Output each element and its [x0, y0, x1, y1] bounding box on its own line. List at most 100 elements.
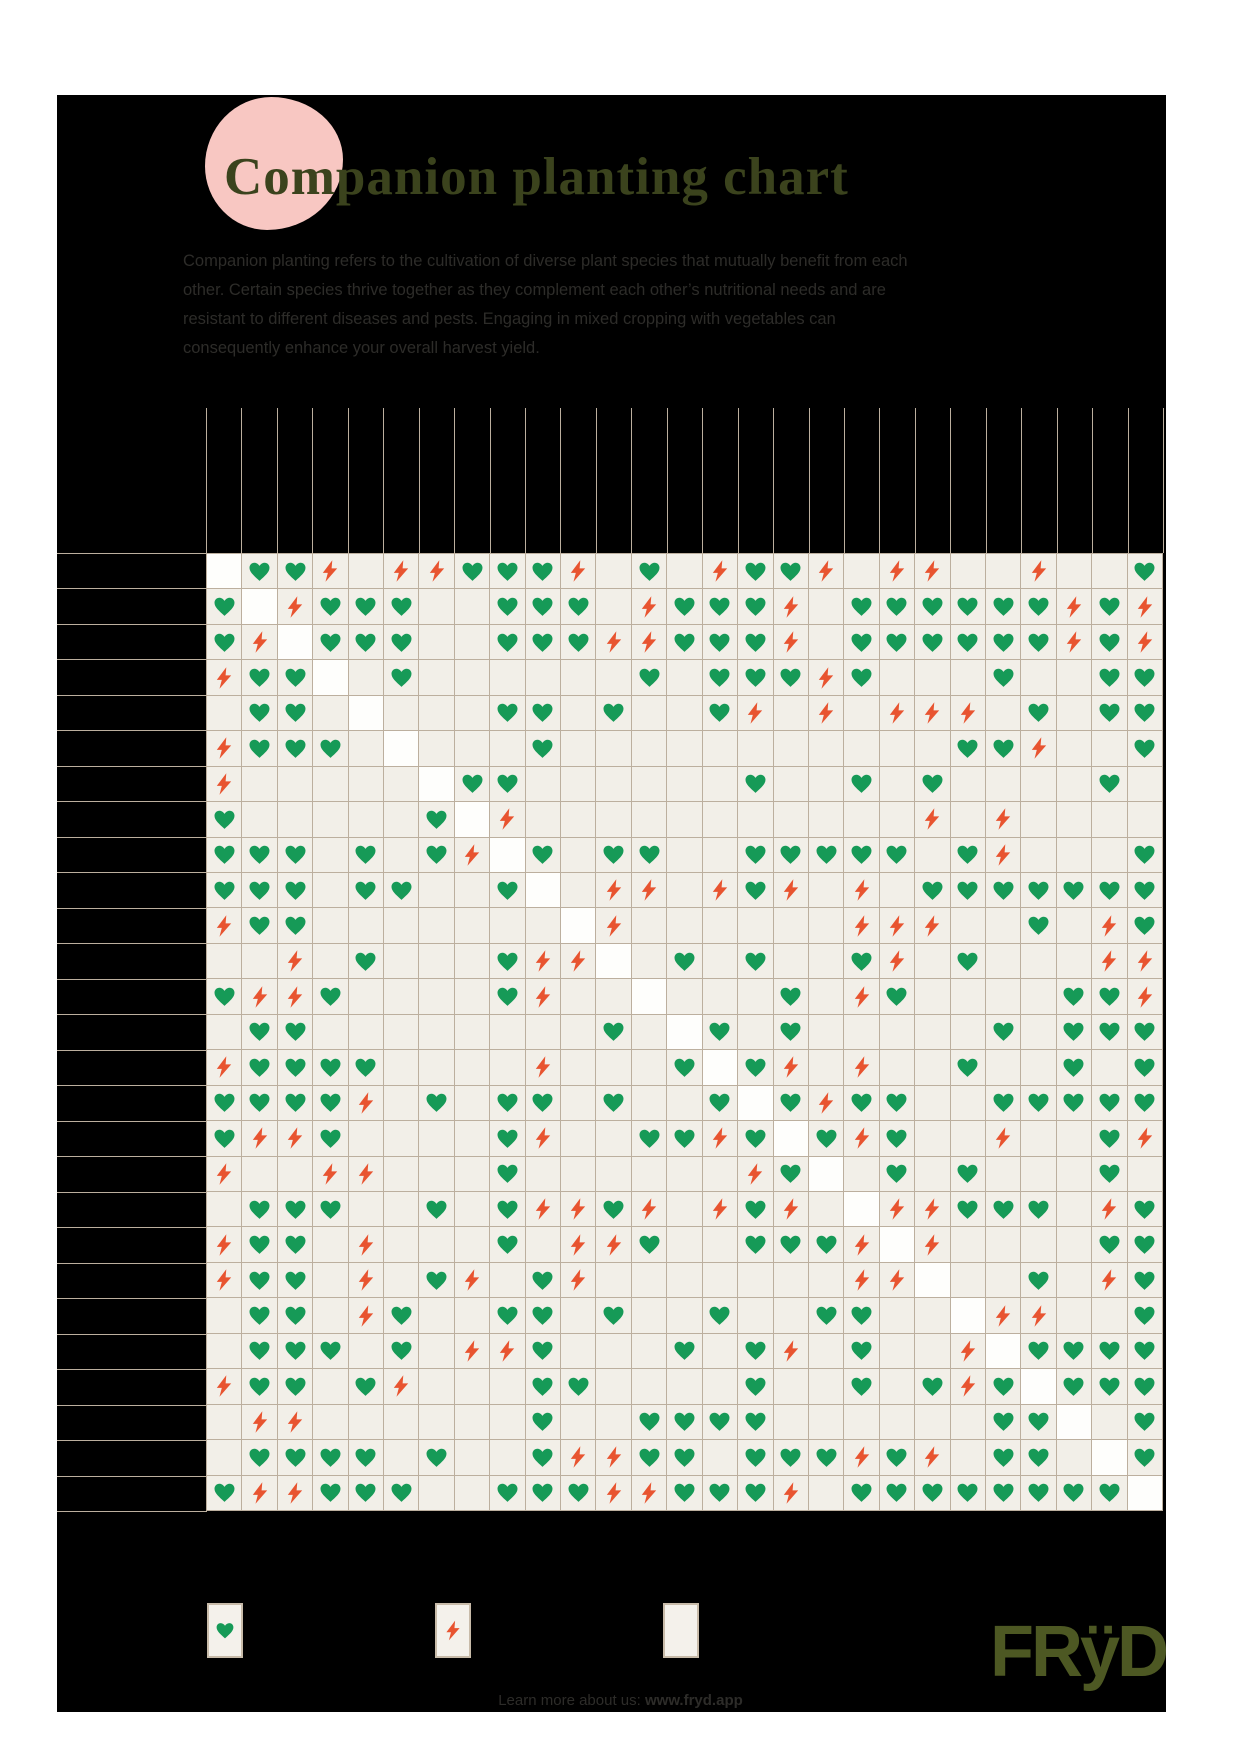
grid-cell [1127, 1404, 1162, 1440]
grid-cell [454, 660, 490, 695]
grid-cell [596, 731, 631, 766]
grid-cell [277, 1191, 313, 1227]
grid-cell [1092, 943, 1127, 979]
grid-cell [596, 1298, 631, 1333]
heart-icon [706, 630, 733, 655]
heart-icon [352, 842, 379, 867]
grid-cell [454, 766, 490, 802]
grid-cell [277, 837, 313, 872]
grid-cell [844, 1262, 879, 1298]
column-divider-line [985, 408, 987, 553]
heart-icon [246, 1055, 273, 1080]
grid-cell [277, 1440, 313, 1475]
heart-icon [494, 700, 521, 725]
grid-cell [596, 554, 631, 589]
grid-cell [242, 1085, 277, 1121]
grid-cell [1127, 660, 1162, 695]
grid-cell [1056, 554, 1092, 589]
grid-cell [667, 908, 702, 943]
grid-cell [950, 766, 985, 802]
heart-icon [388, 630, 415, 655]
grid-cell [879, 872, 915, 908]
grid-cell [1021, 1440, 1056, 1475]
grid-cell [667, 837, 702, 872]
heart-icon [1131, 1268, 1158, 1293]
bolt-icon [708, 556, 732, 586]
grid-cell [950, 695, 985, 731]
grid-cell [242, 695, 277, 731]
grid-cell [454, 1156, 490, 1191]
heart-icon [848, 949, 875, 974]
bolt-icon [212, 1230, 236, 1260]
grid-cell [384, 837, 419, 872]
bolt-icon [283, 1407, 307, 1437]
heart-icon [214, 1620, 236, 1641]
grid-cell [1056, 802, 1092, 837]
grid-cell [773, 1404, 808, 1440]
footer-text: Learn more about us: www.fryd.app [0, 1692, 1241, 1709]
grid-cell [454, 695, 490, 731]
grid-cell [348, 1121, 384, 1156]
heart-icon [742, 1445, 769, 1470]
heart-icon [990, 665, 1017, 690]
grid-cell [1021, 589, 1056, 624]
row-divider-line [57, 1298, 207, 1300]
grid-cell [1092, 1404, 1127, 1440]
grid-cell [702, 1262, 738, 1298]
heart-icon [1096, 1161, 1123, 1186]
grid-cell [596, 802, 631, 837]
grid-cell [631, 1369, 667, 1404]
legend-good-box [207, 1603, 243, 1658]
grid-cell [879, 589, 915, 624]
grid-cell [1127, 1262, 1162, 1298]
heart-icon [742, 878, 769, 903]
heart-icon [529, 736, 556, 761]
grid-cell [348, 1050, 384, 1085]
grid-cell [702, 1050, 738, 1085]
grid-cell [454, 1262, 490, 1298]
row-divider-line [57, 1227, 207, 1229]
grid-cell [1056, 1227, 1092, 1262]
grid-cell [348, 1085, 384, 1121]
grid-cell [596, 1191, 631, 1227]
heart-icon [282, 1374, 309, 1399]
heart-icon [742, 1338, 769, 1363]
grid-cell [738, 1191, 773, 1227]
grid-cell [879, 908, 915, 943]
heart-icon [1096, 771, 1123, 796]
grid-cell [454, 943, 490, 979]
heart-icon [529, 1445, 556, 1470]
grid-cell [1127, 1156, 1162, 1191]
heart-icon [317, 1480, 344, 1505]
grid-cell [384, 1475, 419, 1510]
grid-cell [950, 943, 985, 979]
grid-cell [879, 660, 915, 695]
heart-icon [529, 1303, 556, 1328]
grid-cell [561, 1369, 596, 1404]
grid-cell [702, 1191, 738, 1227]
grid-cell [596, 1156, 631, 1191]
grid-cell [525, 1227, 561, 1262]
row-divider-line [57, 801, 207, 803]
column-divider-line [1056, 408, 1058, 553]
grid-cell [773, 1369, 808, 1404]
grid-cell [242, 554, 277, 589]
grid-cell [844, 624, 879, 660]
grid-cell [808, 660, 844, 695]
bolt-icon [248, 1478, 272, 1508]
grid-cell [773, 872, 808, 908]
grid-cell [277, 943, 313, 979]
grid-cell [277, 766, 313, 802]
grid-cell [738, 872, 773, 908]
heart-icon [1025, 1445, 1052, 1470]
grid-cell [1092, 802, 1127, 837]
grid-cell [808, 1121, 844, 1156]
grid-cell [915, 589, 950, 624]
heart-icon [282, 700, 309, 725]
heart-icon [777, 665, 804, 690]
heart-icon [883, 1161, 910, 1186]
heart-icon [1096, 1480, 1123, 1505]
grid-cell [490, 1262, 525, 1298]
grid-cell [207, 554, 242, 589]
row-divider-line [57, 1085, 207, 1087]
